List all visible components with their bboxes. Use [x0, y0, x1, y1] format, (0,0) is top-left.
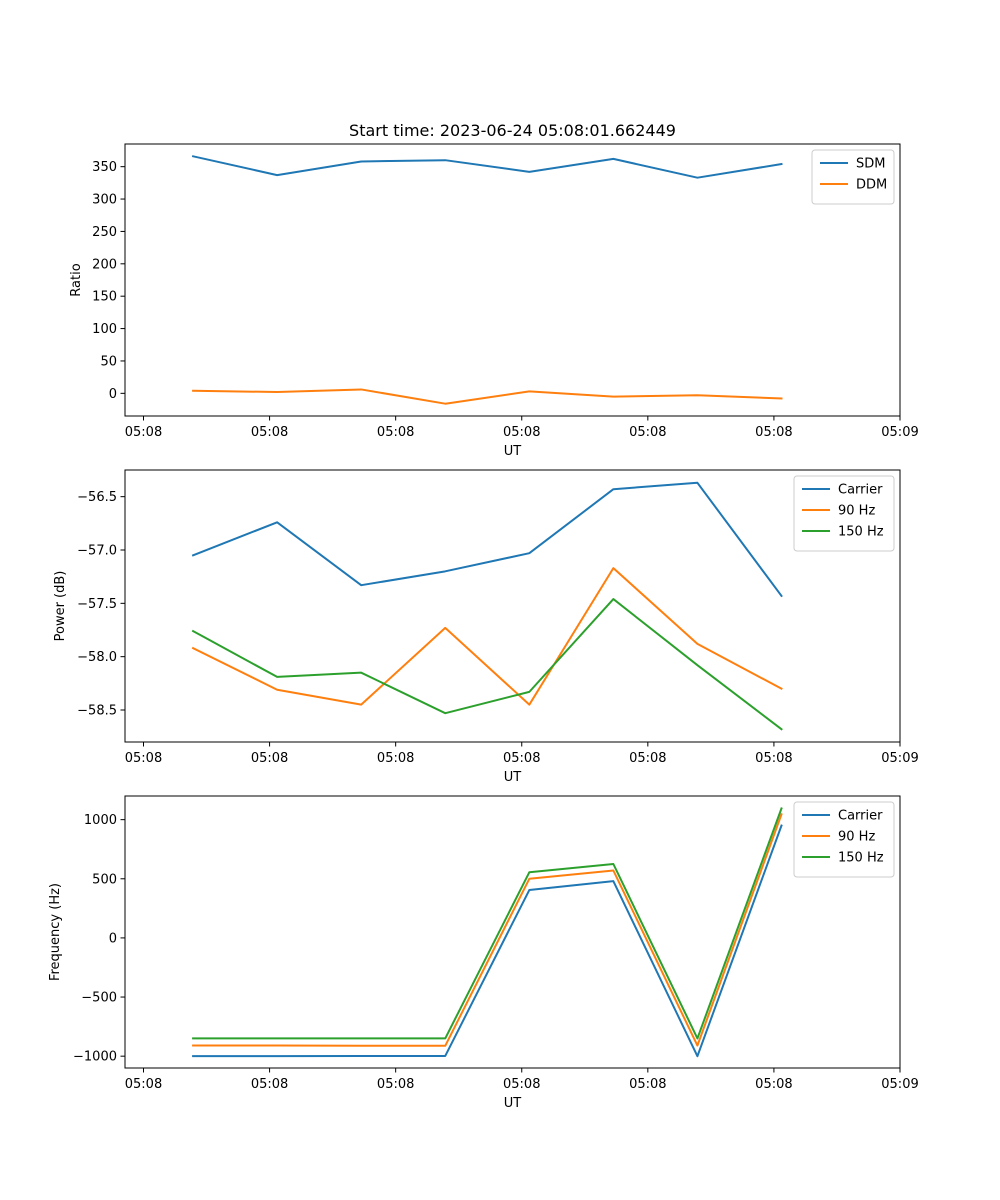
legend: Carrier 90 Hz 150 Hz [793, 475, 895, 552]
series-line-sdm [191, 155, 783, 179]
y-tick-label: −56.5 [77, 490, 117, 505]
y-tick-label: 0 [109, 387, 117, 402]
y-tick-label: −500 [81, 991, 117, 1006]
x-tick-label: 05:09 [881, 1077, 918, 1092]
series-line-150-hz [191, 598, 783, 731]
series-line-90-hz [192, 813, 783, 1047]
y-tick-label: 200 [92, 257, 117, 272]
legend-label: 90 Hz [838, 830, 875, 845]
y-tick-label: 300 [92, 193, 117, 208]
legend-label: 90 Hz [838, 504, 875, 519]
axes-frame [124, 795, 901, 1069]
y-tick-label: −57.5 [77, 597, 117, 612]
panels: 05:08 05:08 05:08 05:08 05:08 05:08 05:09 0 50 10… [48, 143, 919, 1111]
panel-3: 05:08 05:08 05:08 05:08 05:08 05:08 05:09 −1000… [48, 795, 919, 1111]
axes-frame [124, 469, 901, 743]
x-tick-label: 05:08 [629, 1077, 666, 1092]
x-tick-label: 05:08 [251, 1077, 288, 1092]
series-line-150-hz [192, 807, 783, 1040]
legend: Carrier 90 Hz 150 Hz [793, 801, 895, 878]
y-tick-label: −58.0 [77, 650, 117, 665]
legend: SDM DDM [811, 149, 895, 205]
y-tick-label: 100 [92, 322, 117, 337]
x-tick-label: 05:08 [629, 425, 666, 440]
x-tick-label: 05:08 [377, 1077, 414, 1092]
x-tick-label: 05:08 [377, 425, 414, 440]
y-axis-label: Power (dB) [53, 571, 68, 642]
y-tick-label: 1000 [84, 813, 117, 828]
x-tick-label: 05:09 [881, 425, 918, 440]
y-tick-label: 350 [92, 160, 117, 175]
y-tick-label: −58.5 [77, 704, 117, 719]
legend-label: Carrier [838, 809, 883, 824]
x-tick-label: 05:08 [755, 751, 792, 766]
legend-label: SDM [856, 157, 885, 172]
legend-label: 150 Hz [838, 525, 884, 540]
x-tick-label: 05:08 [503, 425, 540, 440]
panel-1: 05:08 05:08 05:08 05:08 05:08 05:08 05:09 0 50 10… [69, 143, 919, 459]
panel-2: 05:08 05:08 05:08 05:08 05:08 05:08 05:09 −58.5… [53, 469, 919, 785]
axes-frame [124, 143, 901, 417]
x-tick-label: 05:08 [125, 425, 162, 440]
series-line-carrier [191, 481, 783, 598]
x-tick-label: 05:08 [251, 425, 288, 440]
y-axis-label: Frequency (Hz) [48, 883, 63, 981]
y-tick-label: 0 [109, 931, 117, 946]
legend-label: Carrier [838, 483, 883, 498]
y-axis-label: Ratio [69, 263, 84, 296]
legend-label: 150 Hz [838, 851, 884, 866]
legend-frame [793, 801, 895, 878]
x-tick-label: 05:08 [125, 751, 162, 766]
x-tick-label: 05:08 [251, 751, 288, 766]
x-axis-label: UT [504, 444, 522, 459]
x-tick-label: 05:08 [503, 1077, 540, 1092]
series-line-ddm [192, 388, 783, 405]
y-tick-label: −57.0 [77, 544, 117, 559]
x-tick-label: 05:08 [755, 425, 792, 440]
legend-label: DDM [856, 178, 887, 193]
y-tick-label: −1000 [73, 1050, 117, 1065]
x-axis-label: UT [504, 1096, 522, 1111]
x-axis-label: UT [504, 770, 522, 785]
figure-title: Start time: 2023-06-24 05:08:01.662449 [349, 121, 676, 140]
y-tick-label: 50 [100, 354, 117, 369]
y-tick-label: 250 [92, 225, 117, 240]
x-tick-label: 05:08 [503, 751, 540, 766]
y-tick-label: 500 [92, 872, 117, 887]
series-line-carrier [192, 824, 783, 1058]
x-tick-label: 05:08 [755, 1077, 792, 1092]
x-tick-label: 05:08 [629, 751, 666, 766]
y-tick-label: 150 [92, 290, 117, 305]
x-tick-label: 05:09 [881, 751, 918, 766]
legend-frame [793, 475, 895, 552]
series-line-90-hz [191, 567, 783, 706]
x-tick-label: 05:08 [377, 751, 414, 766]
x-tick-label: 05:08 [125, 1077, 162, 1092]
